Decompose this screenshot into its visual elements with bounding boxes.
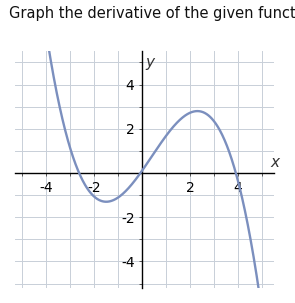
- Text: y: y: [145, 55, 154, 70]
- Text: Graph the derivative of the given function.: Graph the derivative of the given functi…: [9, 6, 295, 21]
- Text: x: x: [271, 155, 280, 170]
